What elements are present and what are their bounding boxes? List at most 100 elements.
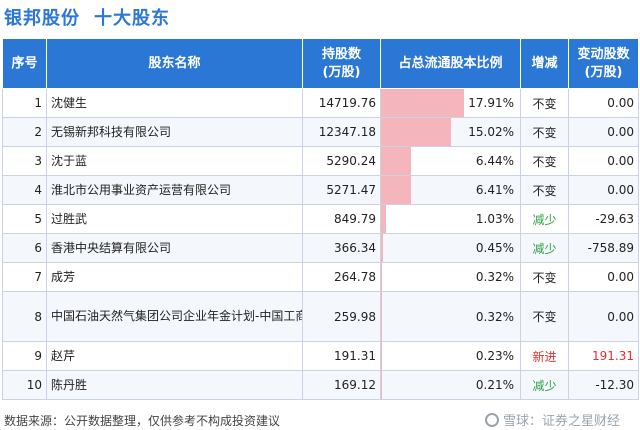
share-delta: 0.00 (568, 146, 639, 176)
top-ten-shareholders-table: 序号 股东名称 持股数 (万股) 占总流通股本比例 增减 变动股数 (万股) 1 沈健… (2, 38, 639, 400)
shares-held: 14719.76 (302, 88, 381, 118)
shares-held: 849.79 (302, 204, 381, 234)
shares-held: 259.98 (302, 291, 381, 342)
change-status: 新进 (520, 341, 569, 371)
float-ratio-cell: 0.32% (380, 291, 521, 342)
share-delta: 0.00 (568, 262, 639, 292)
ratio-value: 15.02% (468, 125, 514, 139)
ratio-value: 1.03% (475, 212, 514, 226)
ratio-value: 0.23% (475, 349, 514, 363)
float-ratio-cell: 0.23% (380, 341, 521, 371)
ratio-bar (381, 147, 411, 175)
change-status: 不变 (520, 117, 569, 147)
float-ratio-cell: 0.21% (380, 370, 521, 400)
footer: 数据来源：公开数据整理，仅供参考不构成投资建议 雪球：证券之星财经 (0, 410, 640, 430)
shareholder-name: 陈丹胜 (46, 370, 303, 400)
shares-held: 264.78 (302, 262, 381, 292)
change-status: 减少 (520, 204, 569, 234)
ratio-value: 17.91% (468, 96, 514, 110)
ratio-value: 0.32% (475, 309, 514, 324)
float-ratio-cell: 1.03% (380, 204, 521, 234)
row-index: 6 (2, 233, 47, 263)
table-row: 9 赵芹 191.31 0.23% 新进 191.31 (2, 341, 639, 371)
table-row: 2 无锡新邦科技有限公司 12347.18 15.02% 不变 0.00 (2, 117, 639, 147)
row-index: 3 (2, 146, 47, 176)
ratio-value: 0.21% (475, 378, 514, 392)
shares-held: 169.12 (302, 370, 381, 400)
shareholder-name: 无锡新邦科技有限公司 (46, 117, 303, 147)
table-subtitle: 十大股东 (94, 8, 170, 29)
shares-held: 5290.24 (302, 146, 381, 176)
share-delta: 0.00 (568, 117, 639, 147)
ratio-bar (381, 118, 451, 146)
company-title: 银邦股份 (4, 8, 80, 29)
row-index: 5 (2, 204, 47, 234)
float-ratio-cell: 0.32% (380, 262, 521, 292)
row-index: 9 (2, 341, 47, 371)
ratio-bar (381, 371, 382, 399)
ratio-bar (381, 89, 465, 117)
header-ratio: 占总流通股本比例 (380, 38, 521, 89)
row-index: 10 (2, 370, 47, 400)
row-index: 4 (2, 175, 47, 205)
title-bar: 银邦股份 十大股东 (0, 0, 640, 32)
share-delta: 0.00 (568, 291, 639, 342)
header-delta: 变动股数 (万股) (568, 38, 639, 89)
ratio-bar (381, 205, 386, 233)
header-shares: 持股数 (万股) (302, 38, 381, 89)
ratio-bar (381, 292, 383, 341)
header-name: 股东名称 (46, 38, 303, 89)
change-status: 减少 (520, 370, 569, 400)
shareholder-name: 成芳 (46, 262, 303, 292)
change-status: 不变 (520, 175, 569, 205)
ratio-bar (381, 342, 383, 370)
ratio-bar (381, 263, 383, 291)
ratio-value: 0.32% (475, 270, 514, 284)
table-row: 5 过胜武 849.79 1.03% 减少 -29.63 (2, 204, 639, 234)
change-status: 减少 (520, 233, 569, 263)
table-row: 1 沈健生 14719.76 17.91% 不变 0.00 (2, 88, 639, 118)
float-ratio-cell: 6.44% (380, 146, 521, 176)
change-status: 不变 (520, 88, 569, 118)
shareholder-name: 沈于蓝 (46, 146, 303, 176)
watermark: 雪球：证券之星财经 (484, 410, 620, 429)
ratio-value: 0.45% (475, 241, 514, 255)
shares-held: 191.31 (302, 341, 381, 371)
change-status: 不变 (520, 262, 569, 292)
header-delta-label: 变动股数 (万股) (577, 46, 630, 80)
share-delta: -758.89 (568, 233, 639, 263)
shareholder-name: 过胜武 (46, 204, 303, 234)
ratio-bar (381, 234, 384, 262)
shareholder-name: 香港中央结算有限公司 (46, 233, 303, 263)
header-change: 增减 (520, 38, 569, 89)
table-row: 4 淮北市公用事业资产运营有限公司 5271.47 6.41% 不变 0.00 (2, 175, 639, 205)
row-index: 7 (2, 262, 47, 292)
share-delta: 0.00 (568, 88, 639, 118)
float-ratio-cell: 6.41% (380, 175, 521, 205)
row-index: 2 (2, 117, 47, 147)
row-index: 8 (2, 291, 47, 342)
table-body: 1 沈健生 14719.76 17.91% 不变 0.00 2 无锡新邦科技有限公司 12347… (2, 88, 639, 400)
shareholder-name: 中国石油天然气集团公司企业年金计划-中国工商银行股份有限公司 (46, 291, 303, 342)
table-row: 3 沈于蓝 5290.24 6.44% 不变 0.00 (2, 146, 639, 176)
row-index: 1 (2, 88, 47, 118)
data-source-note: 数据来源：公开数据整理，仅供参考不构成投资建议 (4, 414, 281, 428)
ratio-value: 6.41% (475, 183, 514, 197)
snowball-logo-icon (484, 413, 499, 427)
shareholder-name: 沈健生 (46, 88, 303, 118)
table-row: 10 陈丹胜 169.12 0.21% 减少 -12.30 (2, 370, 639, 400)
float-ratio-cell: 15.02% (380, 117, 521, 147)
share-delta: -12.30 (568, 370, 639, 400)
change-status: 不变 (520, 291, 569, 342)
float-ratio-cell: 0.45% (380, 233, 521, 263)
float-ratio-cell: 17.91% (380, 88, 521, 118)
table-header-row: 序号 股东名称 持股数 (万股) 占总流通股本比例 增减 变动股数 (万股) (2, 38, 639, 89)
ratio-value: 6.44% (475, 154, 514, 168)
table-row: 6 香港中央结算有限公司 366.34 0.45% 减少 -758.89 (2, 233, 639, 263)
header-index: 序号 (2, 38, 47, 89)
ratio-bar (381, 176, 411, 204)
shares-held: 12347.18 (302, 117, 381, 147)
change-status: 不变 (520, 146, 569, 176)
share-delta: 0.00 (568, 175, 639, 205)
